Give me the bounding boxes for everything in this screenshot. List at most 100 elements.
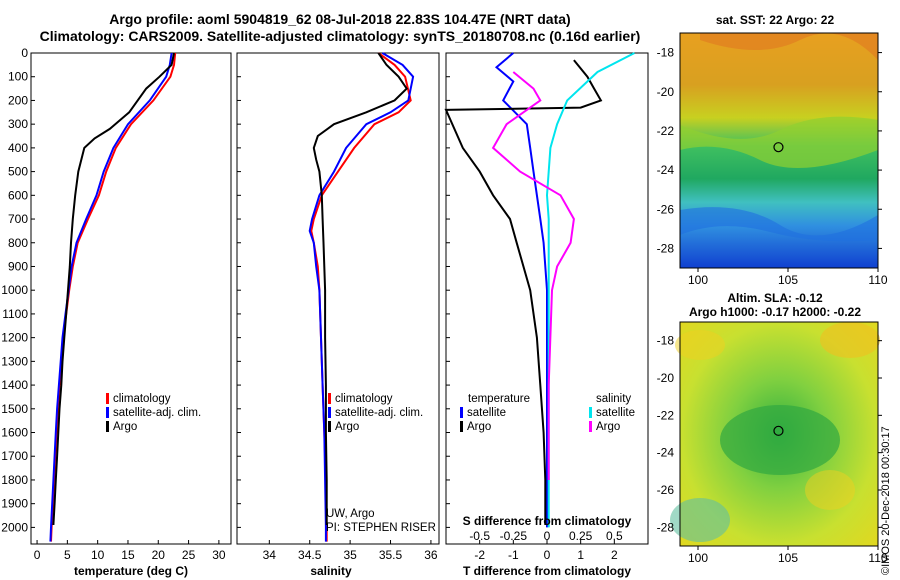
difference-legend: temperature salinity satellite Argo sate… <box>460 393 635 433</box>
map-y-tick-label: -26 <box>657 483 675 497</box>
series-line-t-argo <box>444 59 603 525</box>
sla-patch <box>820 322 880 358</box>
map-y-tick-label: -28 <box>657 520 675 534</box>
depth-tick-label: 1000 <box>1 283 28 297</box>
s-difference-label: S difference from climatology <box>463 514 632 528</box>
series-line-t-satellite <box>494 52 548 528</box>
depth-tick-label: 1400 <box>1 378 28 392</box>
x-tick-label: 34 <box>263 548 277 562</box>
depth-tick-label: 500 <box>8 165 28 179</box>
depth-tick-label: 1700 <box>1 449 28 463</box>
depth-tick-label: 2000 <box>1 520 28 534</box>
x-tick-label: 0 <box>34 548 41 562</box>
legend-swatch-argo <box>328 421 331 432</box>
map-y-tick-label: -24 <box>657 163 675 177</box>
sla-patch <box>670 498 730 542</box>
legend-swatch-climatology <box>328 393 331 404</box>
salinity-legend: climatology satellite-adj. clim. Argo <box>328 393 423 433</box>
map-y-tick-label: -28 <box>657 241 675 255</box>
salinity-panel <box>236 52 440 545</box>
sst-map <box>679 32 879 269</box>
depth-tick-label: 900 <box>8 259 28 273</box>
sla-map-title-1: Altim. SLA: -0.12 <box>727 291 823 305</box>
series-line-satellite-adj-clim- <box>308 52 415 542</box>
series-line-s-satellite <box>545 52 635 528</box>
legend-label-satellite: satellite-adj. clim. <box>113 407 201 419</box>
s-tick-label: 0.25 <box>569 529 593 543</box>
depth-tick-label: 800 <box>8 236 28 250</box>
legend-label-t-satellite: satellite <box>467 407 506 419</box>
sla-map <box>670 321 880 547</box>
depth-tick-label: 400 <box>8 141 28 155</box>
depth-tick-label: 600 <box>8 188 28 202</box>
legend-swatch-t-satellite <box>460 407 463 418</box>
title-line-1: Argo profile: aoml 5904819_62 08-Jul-201… <box>109 11 571 27</box>
temperature-panel <box>30 52 232 545</box>
temperature-legend: climatology satellite-adj. clim. Argo <box>106 393 201 433</box>
map-x-tick-label: 110 <box>868 551 887 565</box>
sst-patch <box>700 33 878 60</box>
map-y-tick-label: -26 <box>657 202 675 216</box>
map-y-tick-label: -22 <box>657 408 675 422</box>
map-y-tick-label: -24 <box>657 446 675 460</box>
map-x-tick-label: 110 <box>868 273 887 287</box>
depth-tick-label: 1600 <box>1 426 28 440</box>
map-y-tick-label: -20 <box>657 371 675 385</box>
legend-swatch-satellite <box>106 407 109 418</box>
series-line-argo <box>52 52 175 526</box>
legend-title-temperature: temperature <box>468 393 530 405</box>
x-tick-label: 35.5 <box>379 548 403 562</box>
annotation-owner: UW, Argo <box>326 508 375 520</box>
x-tick-label: 2 <box>611 548 618 562</box>
x-tick-label: 0 <box>544 548 551 562</box>
difference-xlabel: T difference from climatology <box>463 564 631 578</box>
map-x-tick-label: 100 <box>688 551 708 565</box>
map-y-tick-label: -18 <box>657 46 675 60</box>
depth-tick-label: 300 <box>8 117 28 131</box>
depth-tick-label: 200 <box>8 93 28 107</box>
x-tick-label: 5 <box>64 548 71 562</box>
x-tick-label: 25 <box>182 548 196 562</box>
depth-tick-label: 1500 <box>1 402 28 416</box>
legend-label-s-argo: Argo <box>596 421 620 433</box>
sla-patch <box>675 330 725 360</box>
legend-swatch-climatology <box>106 393 109 404</box>
imos-timestamp: ©IMOS 20-Dec-2018 00:30:17 <box>880 426 892 575</box>
x-tick-label: 36 <box>424 548 438 562</box>
map-x-tick-label: 105 <box>778 273 798 287</box>
map-x-tick-label: 105 <box>778 551 798 565</box>
depth-tick-label: 1900 <box>1 497 28 511</box>
sst-map-title: sat. SST: 22 Argo: 22 <box>716 13 835 27</box>
legend-label-climatology: climatology <box>113 393 171 405</box>
x-tick-label: 20 <box>152 548 166 562</box>
sst-patch <box>680 207 878 242</box>
legend-swatch-t-argo <box>460 421 463 432</box>
series-line-argo <box>312 52 408 525</box>
series-line-satellite-adj-clim- <box>49 52 173 542</box>
legend-label-t-argo: Argo <box>467 421 491 433</box>
legend-label-argo: Argo <box>335 421 359 433</box>
legend-label-argo: Argo <box>113 421 137 433</box>
depth-tick-label: 100 <box>8 70 28 84</box>
salinity-xlabel: salinity <box>310 564 352 578</box>
depth-tick-label: 1100 <box>2 307 28 321</box>
series-line-s-argo <box>491 71 575 480</box>
s-tick-label: -0.5 <box>469 529 490 543</box>
sla-patch <box>720 405 840 475</box>
x-tick-label: 34.5 <box>298 548 322 562</box>
sla-map-title-2: Argo h1000: -0.17 h2000: -0.22 <box>689 305 861 319</box>
x-tick-label: 30 <box>212 548 226 562</box>
map-y-tick-label: -22 <box>657 124 675 138</box>
sla-patch <box>805 470 855 510</box>
x-tick-label: 10 <box>91 548 105 562</box>
legend-label-satellite: satellite-adj. clim. <box>335 407 423 419</box>
depth-tick-label: 1300 <box>1 354 28 368</box>
legend-swatch-satellite <box>328 407 331 418</box>
s-tick-label: 0 <box>544 529 551 543</box>
temperature-xlabel: temperature (deg C) <box>74 564 188 578</box>
legend-swatch-argo <box>106 421 109 432</box>
s-tick-label: -0.25 <box>500 529 528 543</box>
depth-tick-label: 1800 <box>1 473 28 487</box>
title-line-2: Climatology: CARS2009. Satellite-adjuste… <box>39 28 641 44</box>
